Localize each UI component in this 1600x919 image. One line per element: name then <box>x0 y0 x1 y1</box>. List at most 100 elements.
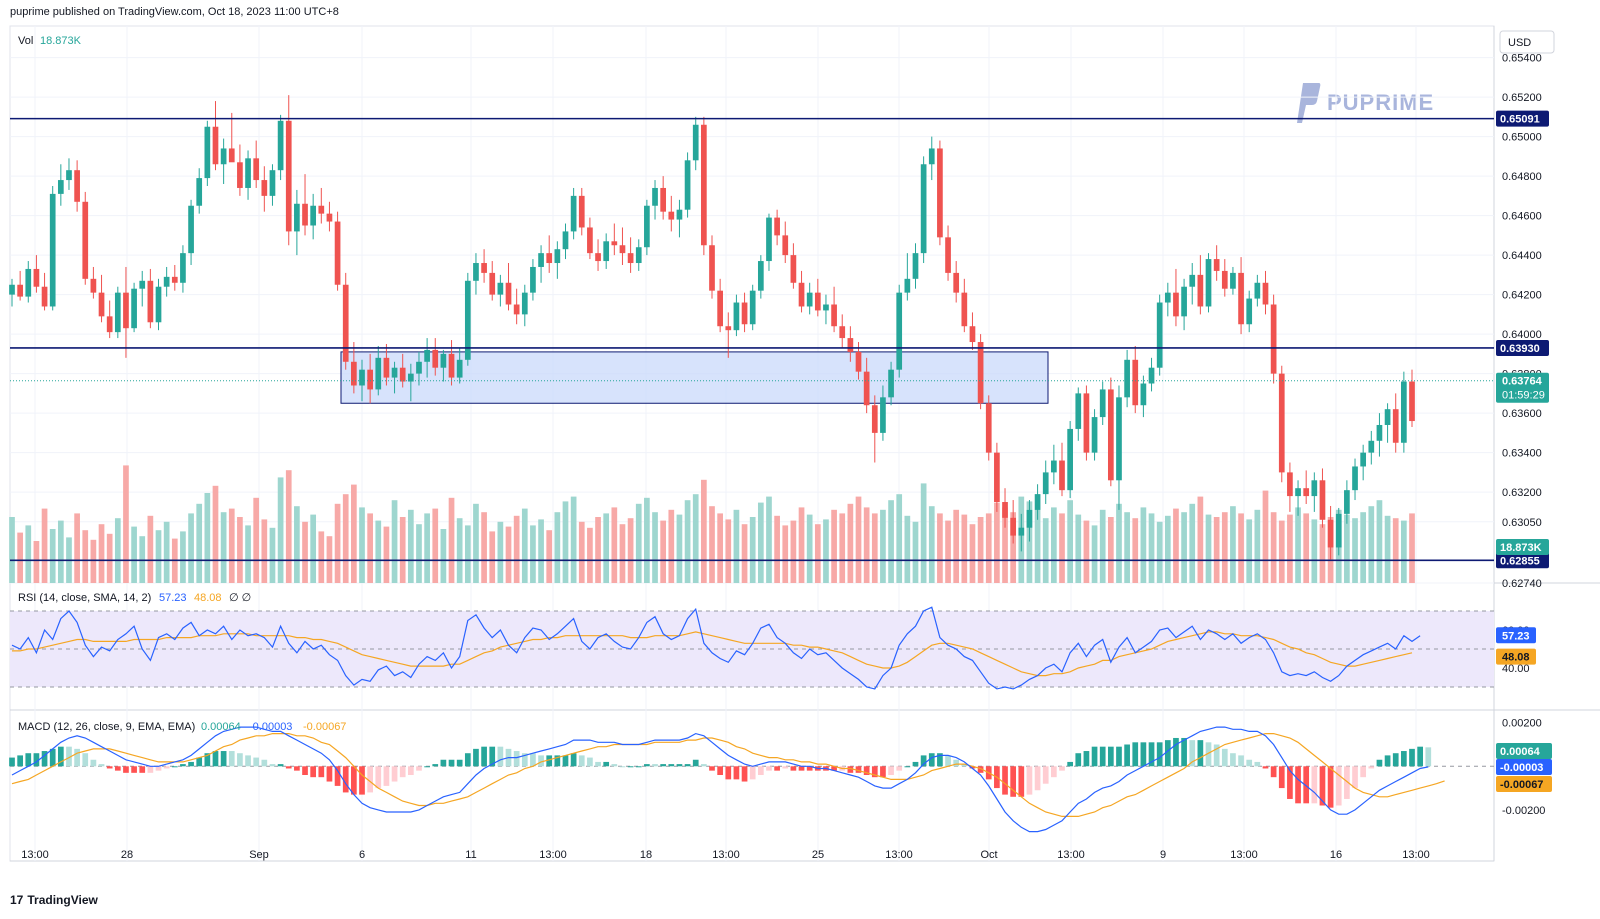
macd-histogram-bar <box>1051 766 1057 778</box>
macd-histogram-bar <box>587 757 593 767</box>
currency-button[interactable] <box>1499 30 1555 54</box>
volume-bar <box>106 533 113 583</box>
volume-bar <box>416 524 422 583</box>
candle-body <box>847 338 854 352</box>
candle-body <box>25 268 32 297</box>
candle-body <box>1034 494 1041 510</box>
volume-bar <box>1156 521 1163 583</box>
volume-bar <box>814 524 821 583</box>
macd-histogram-bar <box>554 755 561 767</box>
volume-bar <box>831 509 837 583</box>
volume-bar <box>1132 518 1139 583</box>
volume-bar <box>1026 501 1033 583</box>
volume-bar <box>1059 513 1065 583</box>
macd-histogram-bar <box>432 764 439 767</box>
candle-body <box>131 288 137 329</box>
volume-bar <box>1116 503 1122 583</box>
volume-bar <box>847 503 854 583</box>
volume-bar <box>1213 517 1220 583</box>
price-tick-label: 0.64600 <box>1502 211 1542 223</box>
candle-body <box>90 278 97 293</box>
macd-histogram-bar <box>1221 748 1228 767</box>
macd-histogram-bar <box>530 753 536 767</box>
volume-bar <box>985 513 992 583</box>
macd-value-badge <box>1496 759 1552 775</box>
candle-body <box>17 284 23 297</box>
candle-body <box>1262 282 1269 305</box>
macd-histogram-bar <box>562 755 569 767</box>
volume-bar <box>692 494 699 583</box>
volume-bar <box>17 532 23 583</box>
candle-body <box>920 164 927 254</box>
rsi-value-badge <box>1496 627 1536 644</box>
macd-histogram-bar <box>489 746 496 767</box>
tradingview-logo-icon: 17 <box>10 893 24 907</box>
price-tick-label: 0.63200 <box>1502 487 1542 499</box>
volume-bar <box>839 513 846 583</box>
candle-body <box>448 353 455 378</box>
x-tick-label: Oct <box>980 849 997 861</box>
macd-histogram-bar <box>855 766 862 773</box>
macd-histogram-bar <box>1075 753 1082 767</box>
macd-tick-label: -0.00200 <box>1502 805 1545 817</box>
macd-histogram-bar <box>302 766 308 775</box>
candle-body <box>9 284 15 295</box>
candle-body <box>155 286 162 323</box>
candle-body <box>456 359 463 378</box>
candle-body <box>733 302 740 331</box>
price-tick-label: 0.65200 <box>1502 92 1542 104</box>
macd-histogram-bar <box>383 766 390 786</box>
macd-histogram-bar <box>1042 766 1049 784</box>
candle-body <box>570 195 577 232</box>
candle-body <box>912 253 919 279</box>
volume-bar <box>359 507 365 583</box>
candle-body <box>383 357 390 378</box>
candle-body <box>82 201 89 279</box>
candle-body <box>285 120 292 232</box>
candle-body <box>611 241 618 246</box>
volume-bar <box>212 485 219 583</box>
macd-histogram-bar <box>831 766 837 771</box>
volume-bar <box>33 541 40 583</box>
volume-bar <box>823 519 829 583</box>
candle-body <box>1254 282 1261 299</box>
volume-bar <box>546 530 553 583</box>
candle-body <box>969 326 976 343</box>
candle-body <box>497 282 504 295</box>
candle-body <box>749 290 756 325</box>
macd-histogram-bar <box>269 764 276 767</box>
support-zone <box>340 351 1049 404</box>
level-badge-label: 0.62855 <box>1500 555 1540 567</box>
volume-bar <box>448 497 455 583</box>
macd-histogram-bar <box>180 764 186 767</box>
volume-bar <box>1238 513 1244 583</box>
volume-bar <box>562 501 569 583</box>
macd-histogram-bar <box>684 764 691 767</box>
macd-histogram-bar <box>1124 744 1130 767</box>
volume-bar <box>334 503 341 583</box>
macd-histogram-bar <box>627 766 634 768</box>
candle-body <box>261 180 268 196</box>
candle-body <box>294 203 300 232</box>
volume-bar <box>163 521 170 583</box>
candle-body <box>1335 513 1342 548</box>
macd-value-badge-label: -0.00067 <box>1500 779 1543 791</box>
volume-bar <box>554 512 561 583</box>
rsi-label: RSI (14, close, SMA, 14, 2) <box>18 592 151 604</box>
macd-histogram-bar <box>1026 766 1033 795</box>
volume-bar <box>709 506 715 583</box>
volume-bar <box>285 470 292 583</box>
candle-body <box>1368 440 1375 453</box>
macd-histogram-bar <box>1018 766 1025 797</box>
candle-body <box>1140 383 1147 406</box>
x-tick-label: 25 <box>812 849 824 861</box>
macd-histogram-bar <box>261 759 268 767</box>
volume-bar <box>806 514 813 583</box>
macd-histogram-bar <box>920 755 927 767</box>
candle-body <box>1352 466 1358 491</box>
macd-histogram-bar <box>163 766 170 769</box>
candle-body <box>1205 259 1212 307</box>
candle-body <box>440 353 447 368</box>
macd-histogram-bar <box>717 766 723 775</box>
